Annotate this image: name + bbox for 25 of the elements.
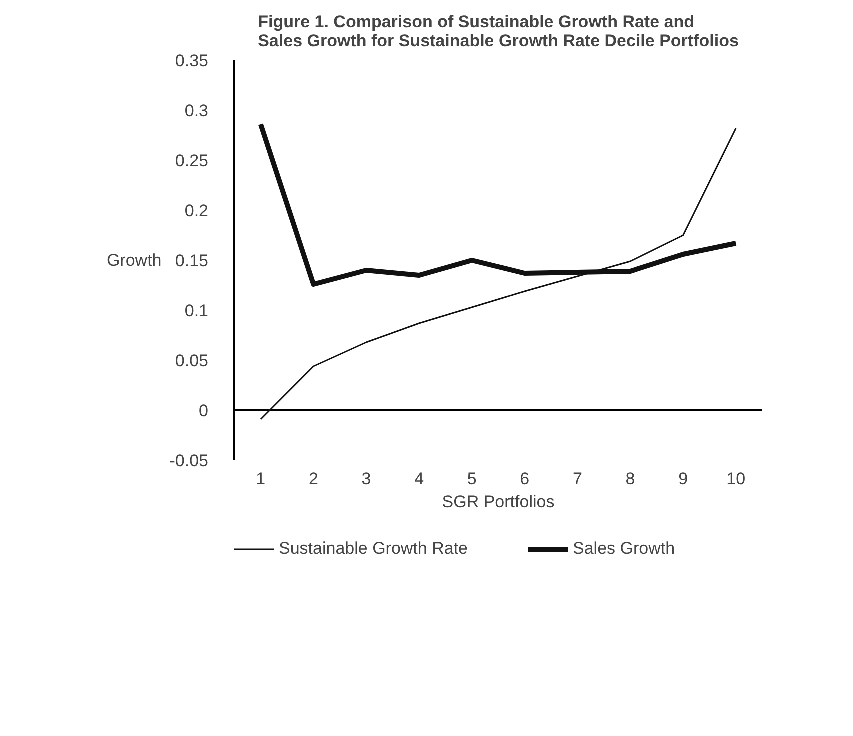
x-tick-label: 10 (726, 470, 746, 488)
y-tick-label: 0.25 (175, 152, 209, 170)
x-tick-label: 4 (414, 470, 424, 488)
x-tick-label: 2 (308, 470, 318, 488)
y-tick-label: 0.15 (175, 252, 209, 270)
x-tick-label: 7 (572, 470, 582, 488)
x-tick-label: 3 (362, 470, 372, 488)
x-tick-label: 6 (520, 470, 530, 488)
x-tick-label: 9 (678, 470, 688, 488)
y-tick-label: -0.05 (170, 452, 208, 470)
y-axis-title: Growth (106, 251, 162, 270)
legend-label: Sales Growth (573, 539, 676, 559)
legend-label: Sustainable Growth Rate (279, 539, 468, 559)
x-tick-label: 1 (256, 470, 266, 488)
y-tick-label: 0.3 (184, 102, 209, 120)
line-series (260, 128, 737, 420)
y-tick-label: 0.35 (175, 52, 209, 70)
y-tick-label: 0.2 (184, 202, 209, 220)
y-tick-label: 0.05 (175, 352, 209, 370)
x-axis-title: SGR Portfolios (442, 492, 555, 512)
x-tick-label: 5 (467, 470, 477, 488)
y-tick-label: 0.1 (184, 302, 209, 320)
x-tick-label: 8 (626, 470, 636, 488)
y-tick-label: 0 (199, 402, 209, 420)
chart-title: Figure 1. Comparison of Sustainable Growth Rate and Sales Growth for Sustainable Growth Rate Decile Portfolios (258, 12, 739, 50)
